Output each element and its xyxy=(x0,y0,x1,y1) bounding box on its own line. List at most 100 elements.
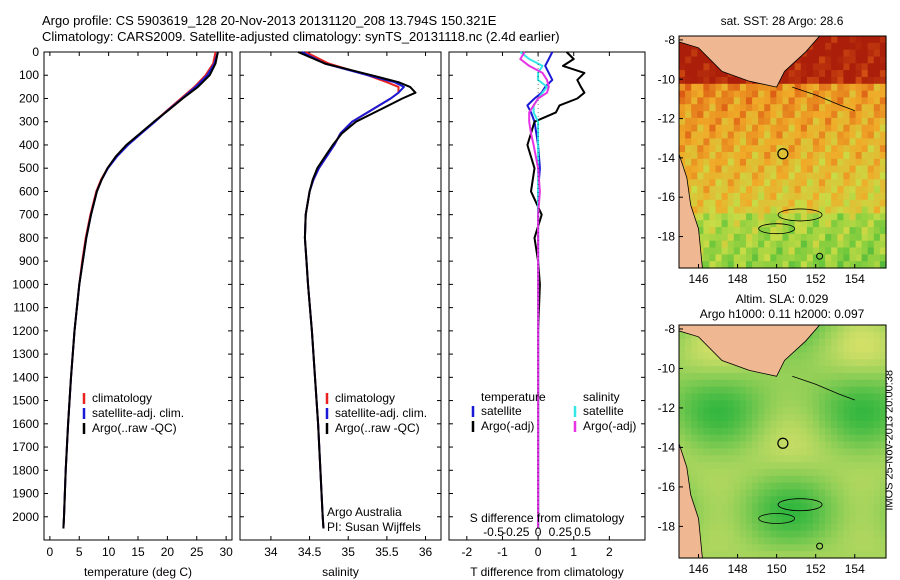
map-cell xyxy=(806,104,814,112)
map-cell xyxy=(721,124,729,133)
map-cell xyxy=(764,420,771,429)
map-cell xyxy=(843,97,851,105)
map-cell xyxy=(843,359,851,367)
map-cell xyxy=(752,407,759,415)
map-cell xyxy=(685,400,692,408)
map-cell xyxy=(715,407,723,415)
map-cell xyxy=(721,152,729,160)
map-cell xyxy=(703,503,711,511)
map-cell xyxy=(843,475,851,484)
map-cell xyxy=(861,240,869,249)
map-cell xyxy=(879,434,887,443)
map-cell xyxy=(746,530,753,539)
map-cell xyxy=(812,516,820,525)
map-cell xyxy=(758,468,765,477)
map-cell xyxy=(855,213,863,221)
map-cell xyxy=(831,172,838,180)
map-cell xyxy=(812,441,820,449)
map-x-tick-label: 154 xyxy=(845,562,865,576)
map-cell xyxy=(739,111,747,119)
map-cell xyxy=(867,420,875,429)
map-cell xyxy=(782,233,790,242)
map-cell xyxy=(819,338,826,347)
map-cell xyxy=(746,400,753,408)
map-cell xyxy=(776,414,784,422)
map-cell xyxy=(697,97,704,105)
map-cell xyxy=(825,427,832,436)
map-cell xyxy=(703,441,711,449)
map-cell xyxy=(812,455,820,463)
map-cell xyxy=(685,172,692,180)
map-cell xyxy=(849,240,857,249)
map-cell xyxy=(770,172,777,180)
map-cell xyxy=(837,448,844,456)
map-cell xyxy=(825,165,832,173)
map-cell xyxy=(770,165,777,173)
map-cell xyxy=(770,158,777,167)
map-cell xyxy=(806,186,814,194)
map-cell xyxy=(825,158,832,167)
map-cell xyxy=(861,338,869,347)
map-cell xyxy=(800,172,808,180)
map-cell xyxy=(703,227,711,235)
map-cell xyxy=(843,420,851,429)
map-cell xyxy=(879,448,887,456)
map-cell xyxy=(715,414,723,422)
map-cell xyxy=(837,172,844,180)
map-cell xyxy=(727,516,735,525)
map-cell xyxy=(812,359,820,367)
map-cell xyxy=(697,434,704,443)
map-cell xyxy=(715,213,723,221)
map-cell xyxy=(733,233,741,242)
map-cell xyxy=(800,359,808,367)
map-cell xyxy=(709,373,717,381)
map-cell xyxy=(709,240,717,249)
map-cell xyxy=(727,145,735,153)
map-cell xyxy=(691,145,698,153)
map-cell xyxy=(746,83,753,92)
map-cell xyxy=(679,56,686,64)
map-cell xyxy=(764,482,771,491)
map-cell xyxy=(812,179,820,187)
map-cell xyxy=(715,551,723,559)
map-cell xyxy=(691,124,698,133)
map-cell xyxy=(825,544,832,552)
map-cell xyxy=(800,261,808,269)
map-cell xyxy=(752,199,759,208)
map-cell xyxy=(776,233,784,242)
map-cell xyxy=(788,455,796,463)
map-cell xyxy=(776,261,784,269)
map-cell xyxy=(685,138,692,146)
map-cell xyxy=(691,104,698,112)
map-cell xyxy=(873,83,881,92)
map-cell xyxy=(843,338,851,347)
map-cell xyxy=(758,414,765,422)
map-cell xyxy=(746,192,753,201)
map-cell xyxy=(685,90,692,98)
map-cell xyxy=(697,448,704,456)
map-cell xyxy=(752,462,759,470)
map-cell xyxy=(873,227,881,235)
map-cell xyxy=(746,482,753,491)
map-cell xyxy=(776,83,784,92)
map-cell xyxy=(788,441,796,449)
map-cell xyxy=(867,434,875,443)
x-tick-label: 5 xyxy=(76,545,83,559)
map-cell xyxy=(819,503,826,511)
map-cell xyxy=(831,220,838,228)
map-cell xyxy=(806,373,814,381)
map-cell xyxy=(752,475,759,484)
map-cell xyxy=(703,138,711,146)
legend-label: climatology xyxy=(335,391,395,405)
map-cell xyxy=(788,400,796,408)
map-cell xyxy=(758,240,765,249)
map-cell xyxy=(703,510,711,518)
map-cell xyxy=(739,124,747,133)
map-cell xyxy=(764,407,771,415)
map-cell xyxy=(770,199,777,208)
map-cell xyxy=(855,49,863,57)
map-cell xyxy=(794,407,802,415)
map-cell xyxy=(873,104,881,112)
map-cell xyxy=(843,76,851,85)
map-cell xyxy=(703,420,711,429)
